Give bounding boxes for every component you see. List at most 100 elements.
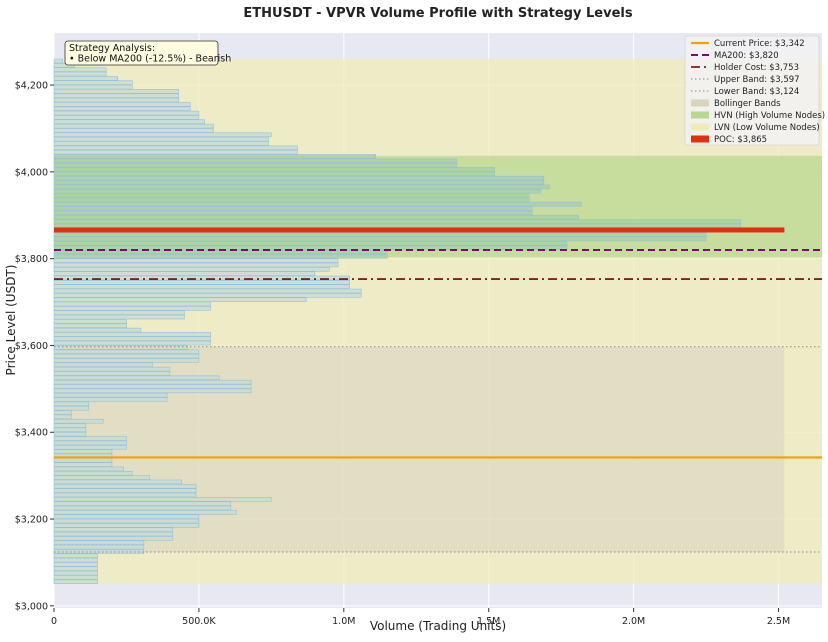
volume-bar xyxy=(53,332,211,337)
volume-bar xyxy=(53,128,214,133)
volume-bar xyxy=(53,479,182,485)
volume-bar xyxy=(53,297,307,302)
volume-bar xyxy=(53,327,142,333)
volume-bar xyxy=(53,132,272,138)
legend-label: Lower Band: $3,124 xyxy=(714,87,799,97)
volume-bar xyxy=(53,405,90,411)
legend-label: LVN (Low Volume Nodes) xyxy=(714,123,820,133)
legend-swatch xyxy=(691,111,709,119)
legend-box xyxy=(684,35,820,146)
volume-bar xyxy=(53,154,376,159)
volume-bar xyxy=(53,106,191,112)
volume-bar xyxy=(53,488,197,493)
x-tick-label: 0 xyxy=(51,616,57,627)
x-tick-label: 1.5M xyxy=(477,616,500,627)
volume-bar xyxy=(53,440,127,446)
legend-swatch xyxy=(691,99,709,107)
volume-bar xyxy=(53,123,214,129)
volume-bar xyxy=(53,167,495,172)
volume-bar xyxy=(53,214,579,220)
volume-bar xyxy=(53,340,211,346)
volume-bar xyxy=(53,457,113,463)
volume-bar xyxy=(53,484,197,489)
volume-bar xyxy=(53,523,200,528)
volume-bar xyxy=(53,102,191,107)
strategy-annotation: Strategy Analysis: • Below MA200 (-12.5%… xyxy=(64,40,231,66)
volume-bar xyxy=(53,466,124,472)
volume-bar xyxy=(53,362,153,368)
volume-bar xyxy=(53,471,133,476)
volume-bar xyxy=(53,149,298,155)
volume-bar xyxy=(53,536,174,541)
volume-bar xyxy=(53,293,362,298)
volume-bar xyxy=(53,501,232,506)
volume-bar xyxy=(53,288,362,294)
volume-bar xyxy=(53,388,252,394)
volume-bar xyxy=(53,80,133,85)
volume-bar xyxy=(53,531,174,537)
volume-bar xyxy=(53,570,98,576)
volume-bar xyxy=(53,145,298,151)
x-tick-label: 2.0M xyxy=(622,616,645,627)
legend-label: Upper Band: $3,597 xyxy=(714,75,800,85)
y-axis-label: Price Level (USDT) xyxy=(4,265,18,376)
volume-bar xyxy=(53,492,197,498)
volume-bar xyxy=(53,84,133,90)
volume-bar xyxy=(53,375,220,381)
volume-bar xyxy=(53,323,127,328)
volume-bar xyxy=(53,392,168,398)
poc-bar xyxy=(54,227,785,233)
volume-bar xyxy=(53,93,179,98)
volume-bar xyxy=(53,475,150,480)
volume-bar xyxy=(53,119,206,125)
volume-bar xyxy=(53,557,98,563)
volume-bar xyxy=(53,414,72,420)
volume-bar xyxy=(53,89,179,94)
volume-bar xyxy=(53,275,350,281)
volume-bar xyxy=(53,514,200,519)
volume-bar xyxy=(53,258,339,263)
volume-bar xyxy=(53,58,63,64)
volume-bar xyxy=(53,431,87,437)
y-tick-label: $3,200 xyxy=(15,515,48,526)
volume-bar xyxy=(53,544,145,550)
volume-bar xyxy=(53,280,350,285)
volume-bar xyxy=(53,241,568,246)
volume-bar xyxy=(53,223,742,229)
legend-swatch xyxy=(691,135,709,143)
volume-bar xyxy=(53,67,107,72)
volume-bar xyxy=(53,184,550,190)
volume-bar xyxy=(53,136,269,142)
legend-swatch xyxy=(691,123,709,131)
volume-bar xyxy=(53,518,200,524)
chart-title: ETHUSDT - VPVR Volume Profile with Strat… xyxy=(243,6,632,21)
volume-bar xyxy=(53,236,707,242)
legend-label: Holder Cost: $3,753 xyxy=(714,63,799,73)
volume-bar xyxy=(53,306,211,311)
volume-bar xyxy=(53,462,113,467)
volume-bars xyxy=(53,58,785,585)
x-tick-label: 2.5M xyxy=(767,616,790,627)
y-tick-label: $3,800 xyxy=(15,254,48,265)
volume-bar xyxy=(53,219,742,224)
volume-bar xyxy=(53,71,107,77)
legend-label: Current Price: $3,342 xyxy=(714,39,805,49)
volume-bar xyxy=(53,175,545,181)
level-lines xyxy=(54,227,822,553)
annotation-box xyxy=(64,40,219,66)
legend-label: MA200: $3,820 xyxy=(714,51,779,61)
legend-label: Bollinger Bands xyxy=(714,99,781,109)
y-tick-label: $3,600 xyxy=(15,341,48,352)
volume-bar xyxy=(53,358,200,363)
volume-bar xyxy=(53,336,211,342)
volume-bar xyxy=(53,379,252,385)
volume-bar xyxy=(53,505,232,511)
volume-bar xyxy=(53,497,272,502)
y-tick-label: $4,000 xyxy=(15,167,48,178)
annotation-title: Strategy Analysis: xyxy=(69,43,155,54)
volume-bar xyxy=(53,397,168,402)
volume-bar xyxy=(53,301,211,307)
volume-bar xyxy=(53,418,104,424)
volume-bar xyxy=(53,210,533,216)
volume-bar xyxy=(53,188,542,194)
